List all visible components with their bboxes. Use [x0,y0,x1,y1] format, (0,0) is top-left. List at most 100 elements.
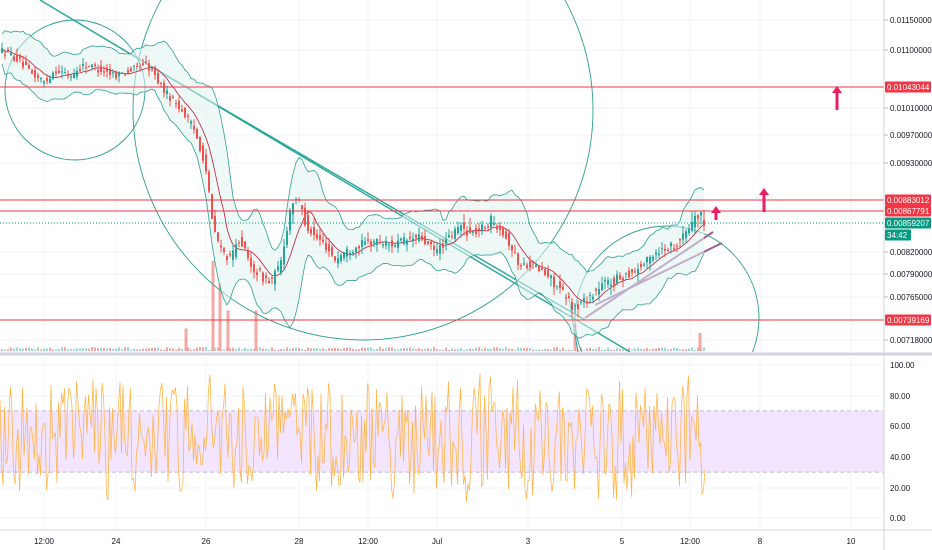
volume-bar [496,347,498,351]
candle-up [580,301,582,303]
candle-up [691,222,693,231]
candle-down [310,229,312,234]
candle-up [448,234,450,238]
volume-bar [544,348,546,351]
candle-up [82,64,84,66]
volume-bar [601,349,603,351]
volume-bar [88,348,90,351]
candle-down [193,125,195,130]
candles [1,42,705,318]
candle-up [349,253,351,256]
volume-bar [433,347,435,351]
candle-up [283,246,285,265]
volume-bar [307,347,309,351]
volume-bar [373,349,375,351]
volume-bar [691,347,693,351]
volume-bar [136,349,138,351]
candle-down [175,103,177,105]
candle-up [700,212,702,216]
volume-bar [73,348,75,351]
candle-up [373,241,375,243]
candle-up [688,228,690,233]
volume-spike [218,283,222,351]
candle-down [229,253,231,256]
candle-down [667,249,669,252]
volume-bar [217,347,219,351]
candle-down [265,275,267,279]
candle-down [487,225,489,228]
volume-bar [490,348,492,351]
volume-bar [391,347,393,351]
candle-up [73,73,75,79]
candle-up [556,285,558,287]
arrow-head [832,86,842,93]
volume-bar [277,349,279,351]
candle-down [256,272,258,276]
candle-up [49,78,51,84]
volume-bar [304,349,306,351]
time-axis[interactable]: 12:00 24 26 28 12:00 Jul 3 5 12:00 8 10 [34,537,856,546]
candle-up [388,244,390,246]
volume-bar [631,349,633,351]
volume-bar [511,348,513,351]
volume-bar [451,348,453,351]
candle-down [484,227,486,229]
candle-up [400,238,402,241]
candle-down [568,296,570,299]
candle-down [130,68,132,72]
volume-bar [421,349,423,351]
volume-bar [526,347,528,351]
price-tag-countdown [885,229,911,241]
price-tick-label: 0.01150000 [890,16,932,25]
candle-up [610,284,612,287]
volume-bar [175,349,177,351]
price-tag-level [885,205,931,217]
volume-bar [592,349,594,351]
candle-down [505,231,507,239]
volume-bar [520,347,522,351]
volume-bar [295,347,297,351]
candle-down [595,288,597,291]
horizontal-levels [0,86,884,321]
candle-down [586,301,588,304]
candle-up [412,238,414,241]
time-tick-label: Jul [432,537,442,546]
rsi-axis[interactable]: 100.00 80.00 60.00 40.00 20.00 0.00 [890,361,915,523]
candle-down [55,71,57,74]
candle-up [439,245,441,254]
candle-up [652,256,654,261]
volume-bar [454,349,456,351]
candle-down [697,215,699,219]
candle-up [292,203,294,215]
price-axis[interactable]: 0.01150000 0.01100000 0.01010000 0.00970000… [884,16,932,345]
candle-down [313,226,315,236]
candle-up [583,297,585,303]
volume-bar [385,348,387,351]
time-tick-label: 5 [620,537,625,546]
candle-up [454,229,456,239]
candle-down [13,56,15,61]
candle-down [196,128,198,139]
candle-up [289,210,291,231]
volume-bar [16,347,18,351]
candle-up [385,240,387,246]
volume-bar [229,348,231,351]
candle-down [391,240,393,247]
volume-bar [658,347,660,351]
time-tick-label: 24 [112,537,121,546]
candle-up [286,230,288,245]
volume-bar [250,348,252,351]
candle-down [424,236,426,245]
candle-down [622,278,624,281]
candle-up [403,237,405,244]
candle-down [241,237,243,247]
candle-down [433,245,435,250]
volume-bar [10,347,12,351]
volume-bar [466,349,468,351]
candle-down [181,109,183,112]
candle-up [457,227,459,234]
volume-bar [34,349,36,351]
volume-bar [430,349,432,351]
candle-down [499,225,501,231]
